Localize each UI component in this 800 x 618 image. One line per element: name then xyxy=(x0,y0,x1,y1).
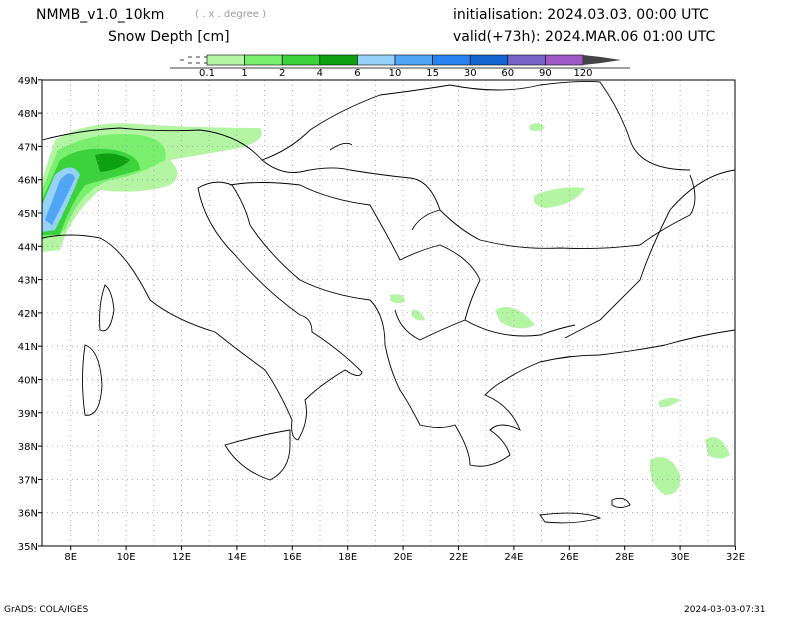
init-time: initialisation: 2024.03.03. 00:00 UTC xyxy=(453,7,709,23)
lon-label: 18E xyxy=(338,552,357,563)
lon-label: 30E xyxy=(671,552,690,563)
footer-timestamp: 2024-03-03-07:31 xyxy=(684,605,766,615)
grid-lines xyxy=(42,80,735,546)
lon-label: 28E xyxy=(615,552,634,563)
colorbar-label: 0.1 xyxy=(199,68,215,79)
coastline xyxy=(231,184,736,467)
country-border xyxy=(411,209,441,231)
lat-label: 45N xyxy=(18,209,38,220)
colorbar-label: 120 xyxy=(573,68,592,79)
colorbar-label: 1 xyxy=(241,68,247,79)
colorbar-underflow-marker xyxy=(180,56,207,64)
resolution-note: ( . x . degree ) xyxy=(195,9,267,20)
lon-label: 22E xyxy=(449,552,468,563)
colorbar-label: 30 xyxy=(464,68,477,79)
coastline xyxy=(224,429,291,481)
colorbar-overflow-arrow xyxy=(583,55,621,65)
lat-label: 35N xyxy=(18,542,38,553)
footer-credit: GrADS: COLA/IGES xyxy=(4,605,89,615)
snow-layer xyxy=(42,123,730,495)
snow-depth-area xyxy=(495,307,535,329)
snow-depth-area xyxy=(210,134,250,150)
coastline xyxy=(82,344,103,416)
lon-label: 10E xyxy=(117,552,136,563)
country-border xyxy=(261,159,696,250)
colorbar-swatch xyxy=(281,54,321,66)
lat-label: 38N xyxy=(18,442,38,453)
lon-label: 12E xyxy=(172,552,191,563)
snow-depth-area xyxy=(530,123,545,132)
lat-label: 42N xyxy=(18,309,38,320)
snow-depth-area xyxy=(649,457,681,495)
country-border xyxy=(464,319,576,337)
snow-depth-area xyxy=(412,309,425,321)
colorbar-swatch xyxy=(244,54,283,66)
country-border xyxy=(41,80,691,171)
colorbar-label: 10 xyxy=(389,68,402,79)
lat-label: 48N xyxy=(18,109,38,120)
valid-time: valid(+73h): 2024.MAR.06 01:00 UTC xyxy=(453,29,716,45)
snow-depth-area xyxy=(45,173,75,225)
coastlines xyxy=(41,80,736,524)
lat-label: 39N xyxy=(18,409,38,420)
colorbar-label: 6 xyxy=(354,68,360,79)
colorbar-swatch xyxy=(394,54,433,66)
colorbar-swatch xyxy=(507,54,546,66)
colorbar-label: 15 xyxy=(426,68,439,79)
coastline xyxy=(564,169,736,339)
lon-label: 16E xyxy=(283,552,302,563)
snow-depth-area xyxy=(390,294,405,304)
lon-label: 14E xyxy=(227,552,246,563)
lat-label: 36N xyxy=(18,509,38,520)
lat-label: 47N xyxy=(18,142,38,153)
coastline xyxy=(99,284,115,332)
lon-label: 32E xyxy=(726,552,745,563)
colorbar-swatch xyxy=(432,54,471,66)
lat-label: 44N xyxy=(18,242,38,253)
country-border xyxy=(329,142,353,151)
coastline xyxy=(41,181,363,441)
colorbar-swatch xyxy=(319,54,358,66)
variable-title: Snow Depth [cm] xyxy=(108,29,230,45)
coastline xyxy=(539,512,602,524)
lat-label: 46N xyxy=(18,176,38,187)
lon-label: 8E xyxy=(64,552,77,563)
lat-label: 43N xyxy=(18,276,38,287)
lon-label: 24E xyxy=(504,552,523,563)
snow-depth-area xyxy=(658,397,680,408)
lat-label: 40N xyxy=(18,376,38,387)
snow-depth-area xyxy=(95,153,130,172)
lat-label: 37N xyxy=(18,475,38,486)
colorbar-swatch xyxy=(545,54,584,66)
coastline xyxy=(611,497,631,508)
lat-label: 41N xyxy=(18,342,38,353)
snow-depth-area xyxy=(705,437,730,459)
colorbar-label: 90 xyxy=(539,68,552,79)
country-border xyxy=(229,182,481,341)
colorbar-label: 4 xyxy=(317,68,323,79)
colorbar-label: 2 xyxy=(279,68,285,79)
model-title: NMMB_v1.0_10km xyxy=(36,7,165,23)
colorbar-swatch xyxy=(469,54,509,66)
colorbar-label: 60 xyxy=(501,68,514,79)
snow-depth-area xyxy=(533,187,585,208)
lat-label: 49N xyxy=(18,76,38,87)
lon-label: 20E xyxy=(394,552,413,563)
colorbar-swatch xyxy=(357,54,396,66)
colorbar-swatch xyxy=(206,54,245,66)
lon-label: 26E xyxy=(560,552,579,563)
